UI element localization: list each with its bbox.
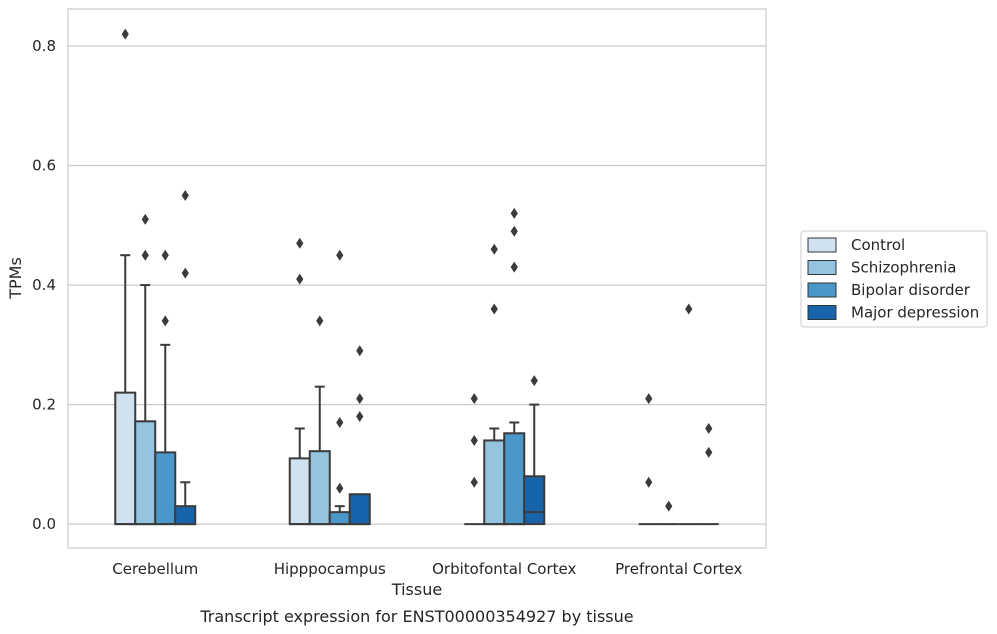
x-tick-label: Cerebellum	[112, 560, 198, 578]
outlier-point	[685, 303, 693, 315]
outlier-point	[296, 237, 304, 249]
legend-label: Major depression	[851, 304, 979, 322]
box-group	[638, 393, 659, 526]
plot-area-frame	[67, 8, 767, 549]
outlier-point	[490, 303, 498, 315]
outlier-point	[705, 422, 713, 434]
box	[288, 457, 311, 526]
outlier-point	[645, 393, 653, 405]
box-group	[678, 303, 699, 526]
y-tick-label: 0.4	[32, 276, 56, 294]
outlier-point	[336, 417, 344, 429]
outlier-point	[510, 225, 518, 237]
box-group	[328, 249, 351, 526]
box-group	[308, 315, 331, 526]
box-group	[288, 237, 311, 526]
box	[483, 439, 506, 526]
outlier-point	[141, 249, 149, 261]
box-group	[464, 393, 485, 526]
x-axis-label: Tissue	[391, 580, 442, 599]
x-tick-label: Hipppocampus	[274, 560, 386, 578]
box	[348, 493, 371, 526]
box-group	[658, 500, 679, 526]
outlier-point	[470, 476, 478, 488]
box-group	[348, 345, 371, 526]
y-tick-label: 0.6	[32, 157, 56, 175]
box	[174, 505, 197, 526]
y-tick-label: 0.0	[32, 515, 56, 533]
outlier-point	[665, 500, 673, 512]
outlier-point	[121, 28, 129, 40]
legend-frame	[800, 230, 988, 328]
outlier-point	[510, 207, 518, 219]
outlier-point	[356, 345, 364, 357]
box-group	[174, 189, 197, 526]
box-group	[698, 422, 719, 526]
legend-swatch	[807, 260, 837, 275]
outlier-point	[470, 393, 478, 405]
box-group	[114, 28, 137, 526]
box	[328, 511, 351, 526]
x-tick-label: Prefrontal Cortex	[615, 560, 742, 578]
legend-swatch	[807, 282, 837, 298]
outlier-point	[510, 261, 518, 273]
outlier-point	[645, 476, 653, 488]
outlier-point	[296, 273, 304, 285]
outlier-point	[530, 375, 538, 387]
legend-label: Bipolar disorder	[851, 281, 971, 299]
box	[523, 475, 546, 526]
box-group	[523, 375, 546, 526]
outlier-point	[705, 446, 713, 458]
x-tick-label: Orbitofontal Cortex	[432, 560, 576, 578]
outlier-point	[336, 482, 344, 494]
x-tick-labels: Cerebellum Hipppocampus Orbitofontal Corte…	[112, 560, 742, 578]
plot-area-background	[68, 9, 766, 548]
y-tick-label: 0.8	[32, 37, 56, 55]
box-group	[154, 249, 177, 526]
y-tick-labels: 0.0 0.2 0.4 0.6 0.8	[32, 37, 56, 533]
outlier-point	[141, 213, 149, 225]
outlier-point	[316, 315, 324, 327]
chart-caption: Transcript expression for ENST0000035492…	[199, 607, 633, 626]
box	[154, 451, 177, 526]
legend: Control Schizophrenia Bipolar disorder Majo…	[800, 230, 988, 328]
box	[308, 450, 331, 526]
legend-label: Schizophrenia	[851, 259, 956, 277]
box	[114, 391, 137, 526]
y-axis-label: TPMs	[6, 257, 25, 300]
outlier-point	[161, 315, 169, 327]
outlier-point	[356, 393, 364, 405]
outlier-point	[356, 411, 364, 423]
legend-label: Control	[851, 236, 905, 254]
outlier-point	[181, 267, 189, 279]
outlier-point	[336, 249, 344, 261]
outlier-point	[470, 434, 478, 446]
legend-swatch	[807, 305, 837, 320]
box-layer	[114, 28, 719, 526]
legend-swatch	[807, 237, 837, 253]
outlier-point	[181, 189, 189, 201]
box	[134, 420, 157, 526]
y-tick-label: 0.2	[32, 396, 56, 414]
outlier-point	[490, 243, 498, 255]
box	[503, 432, 526, 526]
outlier-point	[161, 249, 169, 261]
